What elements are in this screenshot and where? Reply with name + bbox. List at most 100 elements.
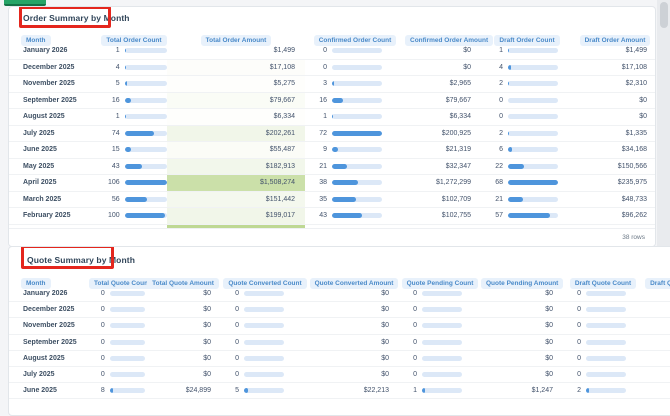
- column-header-pill[interactable]: Draft Quote Count: [570, 278, 636, 289]
- pending-amount-cell: $0: [481, 351, 563, 366]
- total-count-cell: 0: [89, 318, 145, 333]
- count-value: 5: [101, 80, 120, 87]
- column-header-pill[interactable]: Total Quote Amount: [147, 278, 219, 289]
- count-bar-fill: [332, 147, 338, 152]
- count-bar-track: [586, 340, 626, 345]
- confirmed-amount-cell: $102,709: [405, 192, 481, 208]
- count-bar-track: [125, 81, 167, 86]
- count-bar-fill: [508, 48, 509, 53]
- order-table-footer: 38 rows: [9, 228, 656, 246]
- column-header-confirmed-order-count: Confirmed Order Count: [305, 29, 405, 47]
- count-bar-track: [110, 356, 145, 361]
- count-value: 100: [101, 212, 120, 219]
- column-header-draft-quote-amount: Draft Quote Amount: [643, 272, 670, 290]
- count-bar-fill: [125, 180, 167, 185]
- count-bar-track: [422, 340, 462, 345]
- draft-amount-cell: $235,975: [573, 175, 656, 191]
- count-value: 0: [89, 355, 105, 362]
- column-header-pill[interactable]: Draft Quote Amount: [645, 278, 670, 289]
- column-header-pill[interactable]: Confirmed Order Amount: [405, 35, 493, 46]
- month-cell: March 2025: [9, 192, 101, 208]
- total-count-cell: 4: [101, 60, 167, 76]
- column-header-month: Month: [9, 29, 101, 47]
- count-bar-fill: [125, 197, 147, 202]
- count-bar-track: [332, 213, 382, 218]
- count-value: 0: [221, 306, 239, 313]
- count-bar-fill: [332, 98, 343, 103]
- pending-count-cell: 0: [399, 302, 481, 317]
- column-header-pill[interactable]: Quote Pending Count: [402, 278, 479, 289]
- count-bar-track: [508, 114, 558, 119]
- count-bar-track: [125, 48, 167, 53]
- confirmed-count-cell: 38: [305, 175, 405, 191]
- column-header-pill[interactable]: Month: [21, 35, 51, 46]
- draft-count-cell: 21: [481, 192, 573, 208]
- count-value: 0: [563, 322, 581, 329]
- count-bar-fill: [125, 164, 142, 169]
- draft-count-cell: 2: [481, 126, 573, 142]
- draft-count-cell: 0: [563, 367, 643, 382]
- count-value: 1: [101, 47, 120, 54]
- count-bar-track: [332, 164, 382, 169]
- count-value: 56: [101, 196, 120, 203]
- pending-count-cell: 1: [399, 383, 481, 398]
- draft-count-cell: 0: [481, 93, 573, 109]
- scrollbar-track[interactable]: [657, 0, 670, 247]
- count-value: 0: [399, 355, 417, 362]
- count-value: 0: [563, 339, 581, 346]
- column-header-pill[interactable]: Quote Converted Count: [223, 278, 306, 289]
- draft-amount-cell: $96,262: [573, 208, 656, 224]
- column-header-pill[interactable]: Total Order Count: [101, 35, 166, 46]
- count-bar-track: [332, 180, 382, 185]
- count-value: 0: [89, 290, 105, 297]
- converted-amount-cell: $0: [309, 318, 399, 333]
- column-header-quote-pending-count: Quote Pending Count: [399, 272, 481, 290]
- count-value: 0: [399, 371, 417, 378]
- scrollbar-thumb[interactable]: [660, 2, 668, 28]
- count-value: 43: [305, 212, 327, 219]
- column-header-pill[interactable]: Draft Order Count: [494, 35, 559, 46]
- count-value: 0: [399, 322, 417, 329]
- column-header-pill[interactable]: Total Order Amount: [201, 35, 272, 46]
- column-header-pill[interactable]: Month: [21, 278, 51, 289]
- count-bar-track: [125, 147, 167, 152]
- count-value: 21: [481, 196, 503, 203]
- row-count-label: 38 rows: [622, 234, 656, 241]
- total-count-cell: 8: [89, 383, 145, 398]
- draft-amount-cell: $150,566: [573, 159, 656, 175]
- column-header-pill[interactable]: Confirmed Order Count: [314, 35, 397, 46]
- total-amount-cell: $0: [145, 302, 221, 317]
- draft-amount-cell: [643, 367, 670, 382]
- count-value: 43: [101, 163, 120, 170]
- count-bar-track: [244, 323, 284, 328]
- total-amount-cell: $182,913: [167, 159, 305, 175]
- count-bar-track: [508, 213, 558, 218]
- count-bar-fill: [332, 131, 382, 136]
- column-header-pill[interactable]: Quote Converted Amount: [310, 278, 399, 289]
- month-cell: June 2025: [9, 383, 89, 398]
- confirmed-amount-cell: $6,334: [405, 109, 481, 125]
- count-bar-track: [508, 81, 558, 86]
- pending-count-cell: 0: [399, 367, 481, 382]
- column-header-pill[interactable]: Draft Order Amount: [580, 35, 651, 46]
- column-header-pill[interactable]: Quote Pending Amount: [481, 278, 563, 289]
- total-count-cell: 0: [89, 351, 145, 366]
